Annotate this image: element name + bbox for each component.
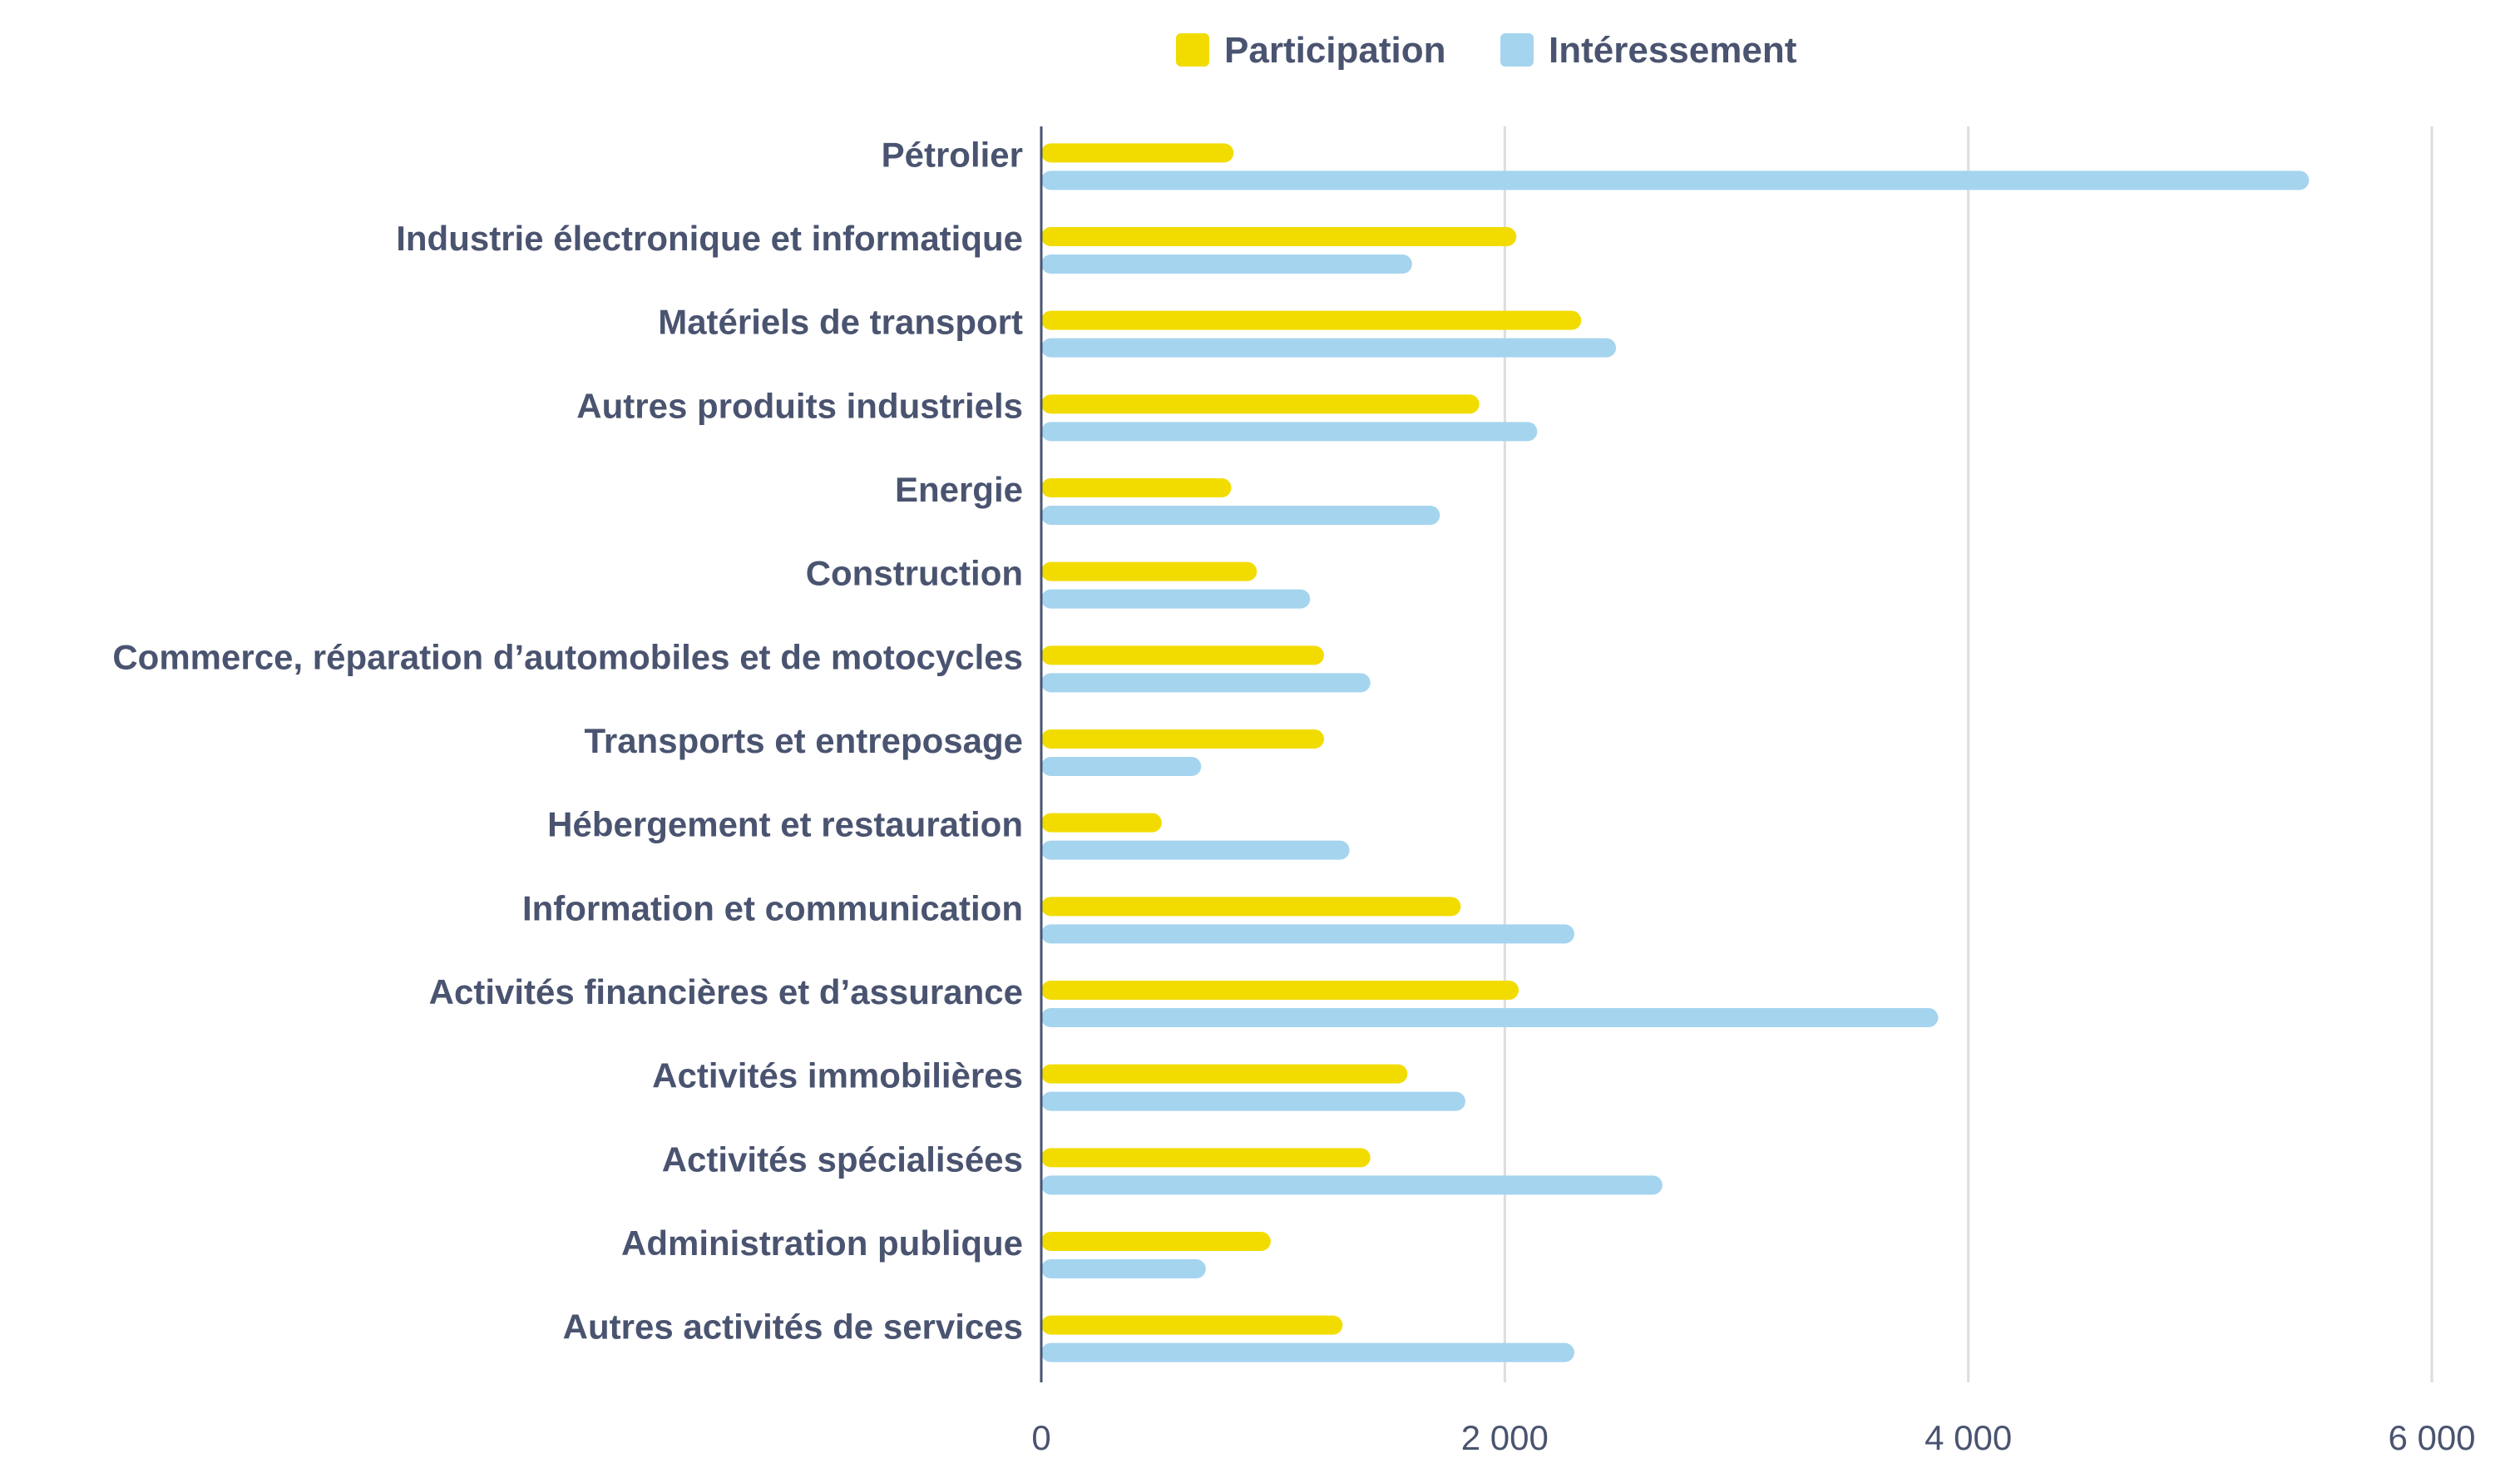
bar-participation-activites-specialisees bbox=[1041, 1148, 1371, 1168]
bar-interessement-administration-publique bbox=[1041, 1259, 1206, 1278]
bar-interessement-petrolier bbox=[1041, 171, 2310, 190]
bar-participation-administration-publique bbox=[1041, 1232, 1271, 1251]
bar-participation-autres-activites-de-services bbox=[1041, 1315, 1343, 1335]
category-label-commerce-reparation-d-automobiles-et-de-motocycles: Commerce, réparation d’automobiles et de… bbox=[112, 637, 1023, 676]
bar-participation-energie bbox=[1041, 478, 1232, 497]
bar-interessement-commerce-reparation-d-automobiles-et-de-motocycles bbox=[1041, 673, 1371, 693]
bar-participation-construction bbox=[1041, 561, 1258, 581]
bar-interessement-activites-financieres-et-d-assurance bbox=[1041, 1008, 1939, 1027]
bar-participation-commerce-reparation-d-automobiles-et-de-motocycles bbox=[1041, 645, 1324, 665]
bar-interessement-activites-immobilieres bbox=[1041, 1091, 1465, 1111]
category-label-petrolier: Pétrolier bbox=[882, 135, 1023, 174]
category-label-activites-financieres-et-d-assurance: Activités financières et d’assurance bbox=[429, 972, 1023, 1011]
category-label-transports-et-entreposage: Transports et entreposage bbox=[585, 721, 1023, 760]
category-label-energie: Energie bbox=[895, 470, 1023, 509]
bar-interessement-hebergement-et-restauration bbox=[1041, 840, 1350, 860]
category-label-hebergement-et-restauration: Hébergement et restauration bbox=[547, 805, 1023, 844]
category-label-autres-produits-industriels: Autres produits industriels bbox=[576, 386, 1023, 425]
category-labels: Pétrolier Industrie électronique et infor… bbox=[112, 135, 1023, 1346]
x-tick-label: 0 bbox=[1031, 1418, 1050, 1457]
bar-interessement-energie bbox=[1041, 506, 1440, 525]
legend-swatch-interessement bbox=[1500, 33, 1534, 67]
category-label-autres-activites-de-services: Autres activités de services bbox=[563, 1308, 1023, 1347]
bar-participation-hebergement-et-restauration bbox=[1041, 813, 1162, 833]
category-label-construction: Construction bbox=[806, 554, 1023, 593]
bar-participation-transports-et-entreposage bbox=[1041, 729, 1324, 749]
bar-interessement-construction bbox=[1041, 589, 1311, 609]
bar-participation-petrolier bbox=[1041, 143, 1234, 163]
bar-interessement-activites-specialisees bbox=[1041, 1175, 1663, 1195]
category-label-activites-immobilieres: Activités immobilières bbox=[652, 1056, 1023, 1095]
x-axis-tick-labels: 0 2 000 4 000 6 000 bbox=[1031, 1418, 2475, 1457]
x-tick-label: 6 000 bbox=[2388, 1418, 2475, 1457]
bar-participation-activites-immobilieres bbox=[1041, 1064, 1408, 1084]
bar-participation-autres-produits-industriels bbox=[1041, 394, 1480, 414]
category-label-materiels-de-transport: Matériels de transport bbox=[658, 303, 1023, 342]
bar-participation-information-et-communication bbox=[1041, 897, 1461, 917]
category-label-activites-specialisees: Activités spécialisées bbox=[662, 1139, 1023, 1179]
gridlines bbox=[1503, 126, 2434, 1382]
legend-label-participation: Participation bbox=[1224, 30, 1446, 71]
legend-label-interessement: Intéressement bbox=[1549, 30, 1797, 71]
bar-interessement-industrie-electronique-et-informatique bbox=[1041, 255, 1412, 274]
bar-participation-materiels-de-transport bbox=[1041, 310, 1582, 330]
x-tick-label: 4 000 bbox=[1925, 1418, 2012, 1457]
bar-interessement-transports-et-entreposage bbox=[1041, 757, 1202, 776]
bars bbox=[1041, 143, 2310, 1362]
chart-legend: Participation Intéressement bbox=[1176, 30, 1797, 71]
bar-interessement-information-et-communication bbox=[1041, 924, 1574, 944]
legend-swatch-participation bbox=[1176, 33, 1209, 67]
bar-interessement-autres-activites-de-services bbox=[1041, 1342, 1574, 1362]
bar-participation-activites-financieres-et-d-assurance bbox=[1041, 981, 1519, 1000]
category-label-administration-publique: Administration publique bbox=[621, 1223, 1023, 1263]
category-label-industrie-electronique-et-informatique: Industrie électronique et informatique bbox=[396, 219, 1023, 258]
bar-interessement-materiels-de-transport bbox=[1041, 338, 1617, 358]
bar-interessement-autres-produits-industriels bbox=[1041, 422, 1538, 442]
category-label-information-et-communication: Information et communication bbox=[522, 888, 1023, 927]
bar-participation-industrie-electronique-et-informatique bbox=[1041, 227, 1517, 246]
x-tick-label: 2 000 bbox=[1461, 1418, 1549, 1457]
